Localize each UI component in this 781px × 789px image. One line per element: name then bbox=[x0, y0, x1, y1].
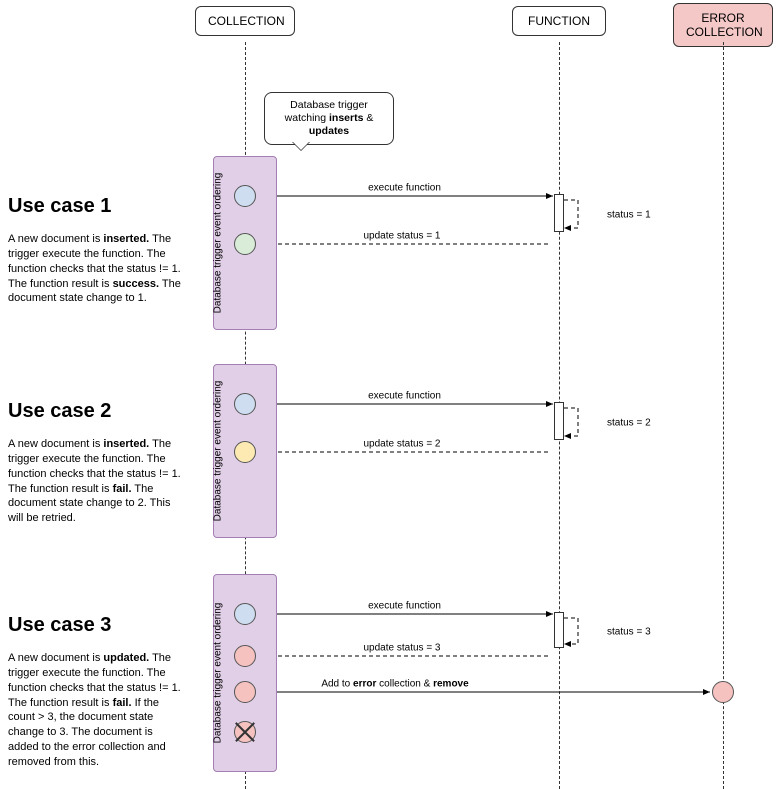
case-title: Use case 1 bbox=[8, 195, 183, 218]
error-collection-circle bbox=[712, 681, 734, 703]
message-label: execute function bbox=[368, 183, 441, 194]
event-circle bbox=[234, 681, 256, 703]
message-label: execute function bbox=[368, 601, 441, 612]
header-collection: COLLECTION bbox=[195, 6, 295, 36]
case-2-text: Use case 2 A new document is inserted. Th… bbox=[8, 400, 183, 526]
message-label: execute function bbox=[368, 391, 441, 402]
case-title: Use case 3 bbox=[8, 614, 183, 637]
event-circle bbox=[234, 645, 256, 667]
message-label: update status = 2 bbox=[363, 439, 440, 450]
status-label: status = 3 bbox=[607, 627, 651, 638]
event-circle bbox=[234, 721, 256, 743]
activation-bar bbox=[554, 194, 564, 232]
swim-label: Database trigger event ordering bbox=[213, 381, 224, 522]
event-circle bbox=[234, 233, 256, 255]
case-1-text: Use case 1 A new document is inserted. Th… bbox=[8, 195, 183, 306]
message-label: Add to error collection & remove bbox=[321, 679, 468, 690]
case-description: A new document is inserted. The trigger … bbox=[8, 437, 183, 526]
status-label: status = 1 bbox=[607, 210, 651, 221]
message-label: update status = 1 bbox=[363, 231, 440, 242]
activation-bar bbox=[554, 612, 564, 648]
case-description: A new document is updated. The trigger e… bbox=[8, 651, 183, 770]
case-3-text: Use case 3 A new document is updated. The… bbox=[8, 614, 183, 770]
event-circle bbox=[234, 603, 256, 625]
event-circle bbox=[234, 441, 256, 463]
case-description: A new document is inserted. The trigger … bbox=[8, 232, 183, 306]
status-label: status = 2 bbox=[607, 418, 651, 429]
case-title: Use case 2 bbox=[8, 400, 183, 423]
trigger-tooltip: Database trigger watching inserts & upda… bbox=[264, 92, 394, 145]
header-error-collection: ERRORCOLLECTION bbox=[673, 3, 773, 47]
message-label: update status = 3 bbox=[363, 643, 440, 654]
lifeline-error bbox=[723, 42, 724, 789]
event-circle bbox=[234, 185, 256, 207]
activation-bar bbox=[554, 402, 564, 440]
event-circle bbox=[234, 393, 256, 415]
header-function: FUNCTION bbox=[512, 6, 606, 36]
swim-label: Database trigger event ordering bbox=[213, 173, 224, 314]
swim-label: Database trigger event ordering bbox=[213, 603, 224, 744]
